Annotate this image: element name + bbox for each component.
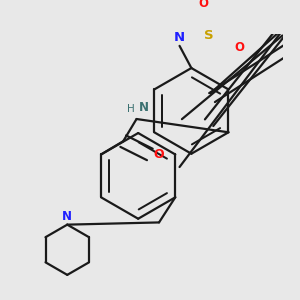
Text: N: N bbox=[62, 210, 72, 223]
Text: O: O bbox=[198, 0, 208, 10]
Text: S: S bbox=[204, 29, 214, 42]
Text: O: O bbox=[154, 148, 164, 161]
Text: N: N bbox=[174, 32, 185, 44]
Text: N: N bbox=[139, 101, 149, 114]
Text: H: H bbox=[127, 104, 135, 114]
Text: O: O bbox=[235, 41, 245, 54]
